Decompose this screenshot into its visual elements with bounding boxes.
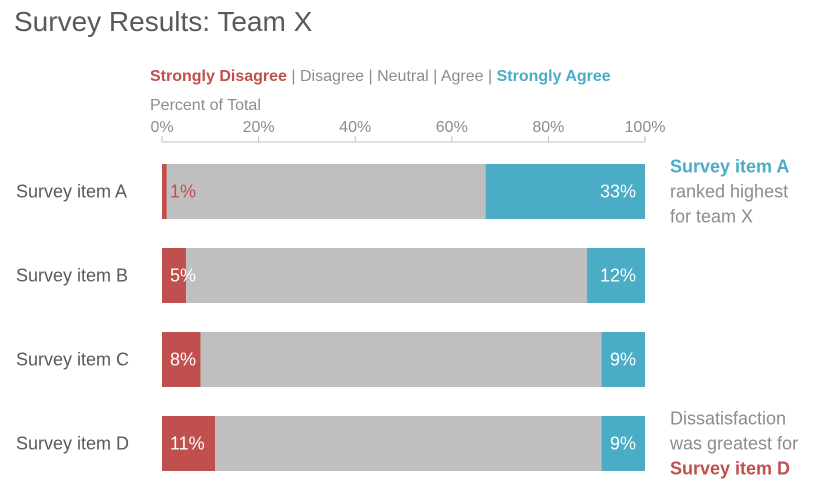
bar-label-strongly-agree: 12% bbox=[600, 266, 636, 286]
x-axis: 0% 20% 40% 60% 80% 100% bbox=[150, 119, 666, 143]
x-tick-label: 20% bbox=[243, 119, 275, 136]
annotation-line: Survey item A bbox=[670, 157, 789, 177]
bar-segment bbox=[162, 416, 216, 471]
x-axis-title: Percent of Total bbox=[150, 97, 261, 114]
legend-neutral: Neutral bbox=[377, 68, 429, 85]
bar-segment bbox=[162, 164, 167, 219]
legend-separator: | bbox=[433, 68, 437, 85]
annotations: Survey item A ranked highest for team X Dis… bbox=[669, 157, 798, 479]
bar-segment bbox=[162, 332, 201, 387]
x-tick-label: 0% bbox=[150, 119, 173, 136]
x-tick-label: 60% bbox=[436, 119, 468, 136]
x-tick-label: 100% bbox=[625, 119, 666, 136]
bar-segment bbox=[186, 248, 588, 303]
legend-strongly-agree: Strongly Agree bbox=[497, 68, 611, 85]
legend-separator: | bbox=[488, 68, 492, 85]
bar-label-strongly-disagree: 11% bbox=[170, 434, 205, 454]
chart-title: Survey Results: Team X bbox=[14, 6, 313, 37]
bar-segment bbox=[485, 164, 645, 219]
x-tick-label: 80% bbox=[532, 119, 564, 136]
annotation-line: was greatest for bbox=[669, 434, 798, 454]
bar-segment bbox=[162, 248, 187, 303]
legend: Strongly Disagree | Disagree | Neutral |… bbox=[150, 68, 611, 85]
bar-label-strongly-agree: 9% bbox=[610, 350, 636, 370]
legend-separator: | bbox=[368, 68, 372, 85]
category-label: Survey item C bbox=[16, 350, 129, 370]
annotation-line: ranked highest bbox=[670, 182, 788, 202]
annotation-line: for team X bbox=[670, 207, 753, 227]
legend-agree: Agree bbox=[441, 68, 484, 85]
bar-segment bbox=[601, 416, 645, 471]
bar-segment bbox=[166, 164, 486, 219]
legend-separator: | bbox=[291, 68, 295, 85]
bar-label-strongly-disagree: 5% bbox=[170, 266, 196, 286]
bar-label-strongly-disagree: 1% bbox=[170, 182, 196, 202]
category-label: Survey item B bbox=[16, 266, 128, 286]
legend-disagree: Disagree bbox=[300, 68, 364, 85]
annotation-line: Dissatisfaction bbox=[670, 409, 786, 429]
bar-segment bbox=[200, 332, 602, 387]
category-label: Survey item A bbox=[16, 182, 127, 202]
annotation-line: Survey item D bbox=[670, 459, 790, 479]
bars-group: 1% 33% 5% 12% 8% 9% 11% 9% bbox=[162, 164, 645, 471]
bar-label-strongly-disagree: 8% bbox=[170, 350, 196, 370]
bar-segment bbox=[587, 248, 645, 303]
x-tick-label: 40% bbox=[339, 119, 371, 136]
bar-segment bbox=[215, 416, 602, 471]
category-label: Survey item D bbox=[16, 434, 129, 454]
category-labels: Survey item A Survey item B Survey item C S… bbox=[16, 182, 129, 454]
bar-label-strongly-agree: 33% bbox=[600, 182, 636, 202]
legend-strongly-disagree: Strongly Disagree bbox=[150, 68, 287, 85]
bar-label-strongly-agree: 9% bbox=[610, 434, 636, 454]
bar-segment bbox=[601, 332, 645, 387]
